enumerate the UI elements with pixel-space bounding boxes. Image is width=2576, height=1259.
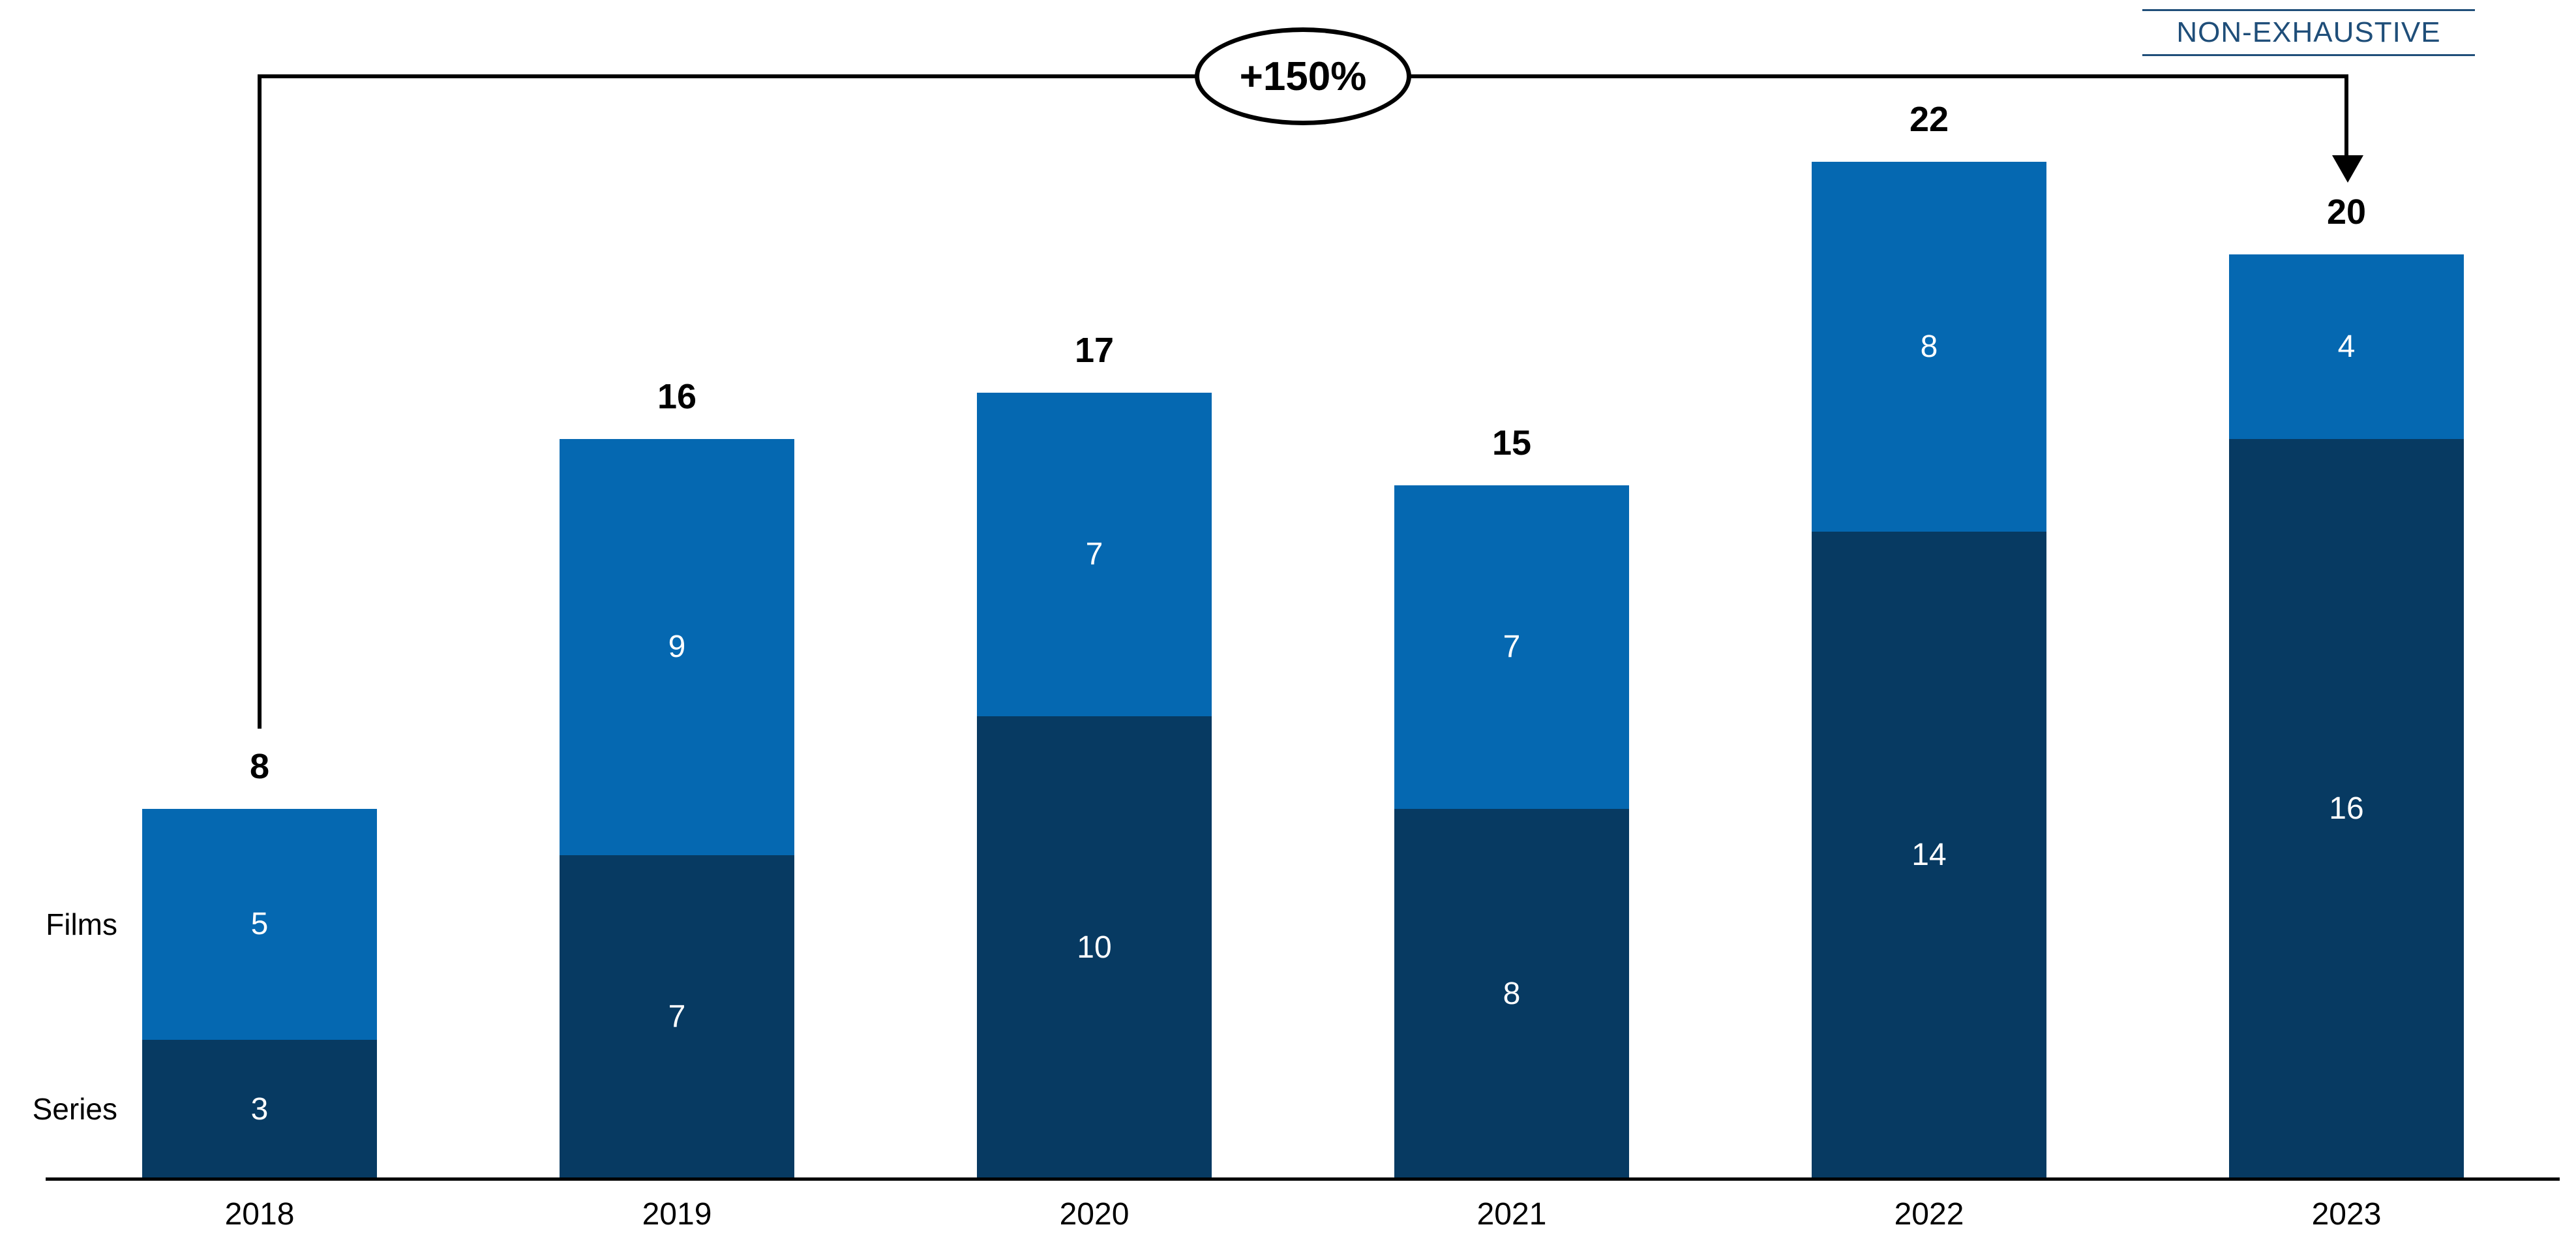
bar-segment-series-2022: 14 — [1812, 531, 2046, 1179]
segment-value-label: 16 — [2329, 791, 2364, 827]
segment-value-label: 7 — [668, 999, 686, 1034]
bar-segment-films-2020: 7 — [977, 393, 1212, 717]
films-row-label: Films — [46, 907, 117, 941]
x-axis-tick-label-2018: 2018 — [224, 1197, 295, 1232]
bar-total-label-2020: 17 — [1074, 331, 1115, 371]
x-axis-tick-label-2022: 2022 — [1894, 1197, 1964, 1232]
segment-value-label: 5 — [250, 907, 269, 942]
growth-percentage-ellipse: +150% — [1195, 27, 1411, 125]
segment-value-label: 4 — [2337, 329, 2356, 364]
growth-arrow-start-line — [258, 74, 262, 729]
segment-value-label: 8 — [1503, 976, 1521, 1011]
bar-segment-films-2019: 9 — [560, 439, 794, 855]
bar-total-label-2023: 20 — [2326, 192, 2367, 232]
x-axis-tick-label-2023: 2023 — [2311, 1197, 2382, 1232]
segment-value-label: 10 — [1077, 930, 1112, 965]
segment-value-label: 8 — [1920, 329, 1938, 364]
growth-percentage-label: +150% — [1239, 53, 1367, 99]
bar-segment-series-2019: 7 — [560, 855, 794, 1179]
bar-segment-series-2020: 10 — [977, 716, 1212, 1179]
bar-segment-films-2018: 5 — [142, 809, 377, 1040]
x-axis-line — [46, 1177, 2560, 1181]
bar-total-label-2018: 8 — [249, 747, 270, 787]
non-exhaustive-badge: NON-EXHAUSTIVE — [2142, 9, 2475, 56]
bar-segment-films-2021: 7 — [1394, 485, 1629, 810]
segment-value-label: 7 — [1503, 630, 1521, 665]
bar-segment-films-2022: 8 — [1812, 162, 2046, 532]
bar-segment-series-2021: 8 — [1394, 809, 1629, 1179]
bar-total-label-2022: 22 — [1909, 100, 1949, 140]
bar-segment-series-2023: 16 — [2229, 439, 2464, 1179]
bar-total-label-2019: 16 — [657, 377, 697, 417]
x-axis-tick-label-2019: 2019 — [642, 1197, 712, 1232]
bar-segment-series-2018: 3 — [142, 1040, 377, 1179]
bar-total-label-2021: 15 — [1491, 423, 1532, 463]
segment-value-label: 14 — [1911, 837, 1947, 872]
series-row-label: Series — [32, 1092, 117, 1126]
x-axis-tick-label-2020: 2020 — [1059, 1197, 1130, 1232]
segment-value-label: 9 — [668, 630, 686, 665]
segment-value-label: 3 — [250, 1091, 269, 1127]
x-axis-tick-label-2021: 2021 — [1476, 1197, 1547, 1232]
bar-segment-films-2023: 4 — [2229, 254, 2464, 440]
growth-arrow-head-icon — [2332, 155, 2363, 183]
growth-arrow-end-line — [2344, 74, 2348, 157]
segment-value-label: 7 — [1085, 537, 1103, 572]
